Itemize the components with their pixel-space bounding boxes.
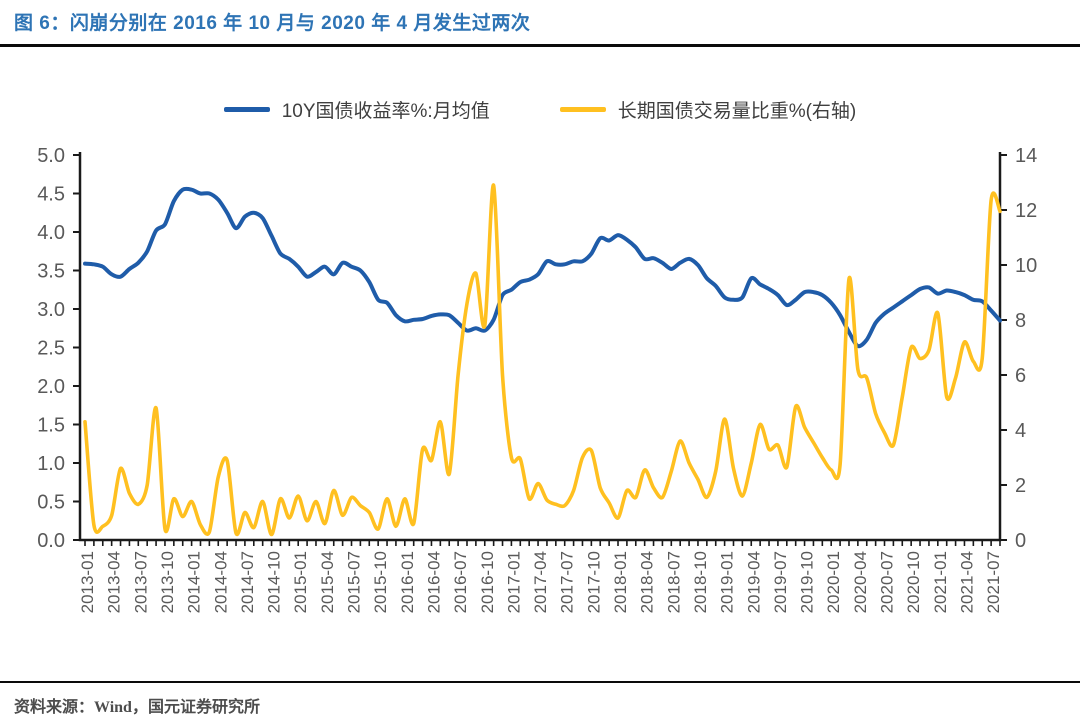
svg-text:2.0: 2.0 (37, 376, 65, 398)
svg-text:2020-01: 2020-01 (824, 551, 843, 613)
svg-text:2014-10: 2014-10 (265, 551, 284, 613)
chart-legend: 10Y国债收益率%:月均值 长期国债交易量比重%(右轴) (0, 96, 1080, 123)
legend-item-yield: 10Y国债收益率%:月均值 (223, 96, 490, 123)
title-rule (0, 44, 1080, 47)
svg-text:10: 10 (1015, 255, 1037, 277)
bottom-rule (0, 681, 1080, 683)
svg-text:2020-04: 2020-04 (851, 551, 870, 613)
legend-swatch-yellow-line (559, 107, 606, 112)
svg-text:2017-04: 2017-04 (531, 551, 550, 613)
svg-text:2017-10: 2017-10 (584, 551, 603, 613)
legend-label-yield: 10Y国债收益率%:月均值 (281, 101, 490, 122)
svg-text:2015-04: 2015-04 (318, 551, 337, 613)
svg-text:2015-10: 2015-10 (371, 551, 390, 613)
figure-title: 图 6：闪崩分别在 2016 年 10 月与 2020 年 4 月发生过两次 (14, 13, 531, 34)
svg-text:0.5: 0.5 (37, 492, 65, 514)
svg-text:2013-10: 2013-10 (158, 551, 177, 613)
svg-text:2021-04: 2021-04 (957, 551, 976, 613)
svg-text:2016-10: 2016-10 (478, 551, 497, 613)
svg-text:2.5: 2.5 (37, 338, 65, 360)
svg-text:3.5: 3.5 (37, 261, 65, 283)
svg-text:2014-04: 2014-04 (211, 551, 230, 613)
series-volume-line (83, 183, 1002, 537)
svg-text:2014-07: 2014-07 (238, 551, 257, 613)
svg-text:14: 14 (1015, 145, 1037, 167)
svg-text:2017-07: 2017-07 (558, 551, 577, 613)
svg-text:2013-04: 2013-04 (105, 551, 124, 613)
axis-spines (78, 152, 1002, 542)
legend-item-volume: 长期国债交易量比重%(右轴) (559, 96, 857, 123)
svg-text:2019-01: 2019-01 (718, 551, 737, 613)
svg-text:5.0: 5.0 (37, 145, 65, 167)
svg-text:2020-10: 2020-10 (904, 551, 923, 613)
legend-swatch-blue-line (223, 107, 270, 112)
svg-text:2019-04: 2019-04 (744, 551, 763, 613)
svg-text:2013-07: 2013-07 (131, 551, 150, 613)
right-axis: 14 12 10 8 6 4 2 0 (1000, 145, 1037, 552)
svg-text:2016-01: 2016-01 (398, 551, 417, 613)
svg-text:4.0: 4.0 (37, 222, 65, 244)
svg-text:1.5: 1.5 (37, 415, 65, 437)
svg-text:4.5: 4.5 (37, 184, 65, 206)
left-axis: 5.0 4.5 4.0 3.5 3.0 2.5 2.0 1.5 1.0 0.5 0.0 (37, 145, 80, 552)
svg-text:0.0: 0.0 (37, 530, 65, 552)
svg-text:2019-10: 2019-10 (798, 551, 817, 613)
svg-text:6: 6 (1015, 365, 1026, 387)
svg-text:8: 8 (1015, 310, 1026, 332)
svg-text:2018-04: 2018-04 (638, 551, 657, 613)
svg-text:12: 12 (1015, 200, 1037, 222)
svg-text:2014-01: 2014-01 (185, 551, 204, 613)
svg-text:4: 4 (1015, 420, 1026, 442)
svg-text:3.0: 3.0 (37, 299, 65, 321)
svg-text:2018-01: 2018-01 (611, 551, 630, 613)
svg-text:2013-01: 2013-01 (78, 551, 97, 613)
x-axis: 2013-01 2013-04 2013-07 2013-10 2014-01 2014-… (78, 540, 1003, 613)
series-yield-line (83, 186, 1002, 349)
svg-text:2015-07: 2015-07 (345, 551, 364, 613)
svg-text:2017-01: 2017-01 (504, 551, 523, 613)
svg-text:2021-01: 2021-01 (931, 551, 950, 613)
svg-text:0: 0 (1015, 530, 1026, 552)
svg-text:2015-01: 2015-01 (291, 551, 310, 613)
source-line: 资料来源：Wind，国元证券研究所 (14, 699, 260, 716)
svg-text:2019-07: 2019-07 (771, 551, 790, 613)
svg-text:2016-04: 2016-04 (424, 551, 443, 613)
svg-text:2: 2 (1015, 475, 1026, 497)
svg-text:2021-07: 2021-07 (984, 551, 1003, 613)
svg-text:1.0: 1.0 (37, 453, 65, 475)
svg-text:2018-07: 2018-07 (664, 551, 683, 613)
legend-label-volume: 长期国债交易量比重%(右轴) (617, 101, 857, 122)
svg-text:2018-10: 2018-10 (691, 551, 710, 613)
svg-text:2016-07: 2016-07 (451, 551, 470, 613)
svg-text:2020-07: 2020-07 (878, 551, 897, 613)
